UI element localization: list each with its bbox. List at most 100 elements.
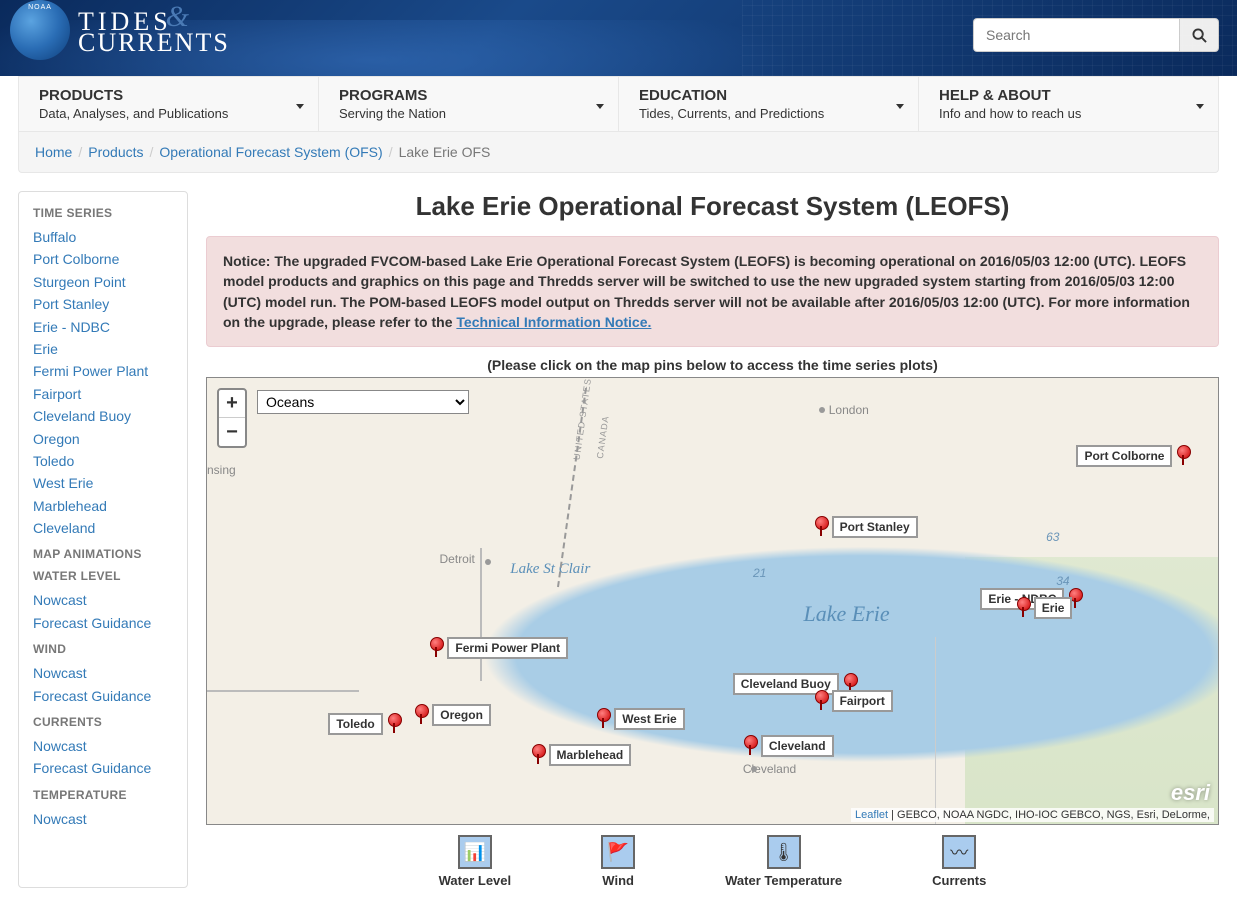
anim-icon: 🚩 <box>601 835 635 869</box>
anim-button-water-temperature[interactable]: 🌡 Water Temperature <box>725 835 842 888</box>
map-pin[interactable]: Oregon <box>414 704 491 726</box>
state-line <box>935 637 936 824</box>
sidebar-heading: TEMPERATURE <box>33 788 173 802</box>
site-logo[interactable]: TIDES& CURRENTS <box>10 0 230 60</box>
sidebar-link[interactable]: West Erie <box>33 472 173 494</box>
sidebar-link[interactable]: Forecast Guidance <box>33 612 173 634</box>
city-label: nsing <box>207 463 236 477</box>
map-widget[interactable]: UNITED STATES CANADA + − Oceans esri Lea… <box>206 377 1219 825</box>
sidebar-link[interactable]: Fermi Power Plant <box>33 360 173 382</box>
chevron-down-icon <box>1196 104 1204 109</box>
nav-item-programs[interactable]: PROGRAMS Serving the Nation <box>319 77 619 131</box>
sidebar-link[interactable]: Toledo <box>33 450 173 472</box>
site-header: TIDES& CURRENTS <box>0 0 1237 76</box>
anim-button-currents[interactable]: 〰Currents <box>932 835 986 888</box>
chevron-down-icon <box>896 104 904 109</box>
anim-icon: 📊 <box>458 835 492 869</box>
search-input[interactable] <box>973 18 1179 52</box>
city-label: Detroit <box>440 552 475 566</box>
sidebar-link[interactable]: Erie - NDBC <box>33 316 173 338</box>
breadcrumb-link[interactable]: Home <box>35 144 72 160</box>
noaa-logo-icon <box>10 0 70 60</box>
depth-label: 63 <box>1046 530 1059 544</box>
map-attribution: Leaflet | GEBCO, NOAA NGDC, IHO-IOC GEBC… <box>851 808 1214 822</box>
notice-text: Notice: The upgraded FVCOM-based Lake Er… <box>223 253 1190 330</box>
search-form <box>973 18 1219 52</box>
logo-text: TIDES& CURRENTS <box>78 0 230 56</box>
sidebar-link[interactable]: Cleveland Buoy <box>33 405 173 427</box>
pin-label: Cleveland <box>761 735 834 757</box>
leaflet-link[interactable]: Leaflet <box>855 809 888 821</box>
sidebar-link[interactable]: Nowcast <box>33 662 173 684</box>
map-road <box>207 690 359 692</box>
sidebar-link[interactable]: Forecast Guidance <box>33 757 173 779</box>
pin-marker-icon <box>743 735 757 757</box>
esri-logo: esri <box>1171 780 1210 806</box>
nav-item-products[interactable]: PRODUCTSData, Analyses, and Publications <box>19 77 319 131</box>
layer-select[interactable]: Oceans <box>257 390 469 414</box>
sidebar-link[interactable]: Buffalo <box>33 226 173 248</box>
zoom-out-button[interactable]: − <box>219 418 245 446</box>
sidebar-heading: TIME SERIES <box>33 206 173 220</box>
sidebar-link[interactable]: Erie <box>33 338 173 360</box>
notice-link[interactable]: Technical Information Notice. <box>456 314 651 330</box>
zoom-in-button[interactable]: + <box>219 390 245 418</box>
breadcrumb-link[interactable]: Operational Forecast System (OFS) <box>159 144 382 160</box>
search-button[interactable] <box>1179 18 1219 52</box>
sidebar-link[interactable]: Marblehead <box>33 495 173 517</box>
layer-select-wrap: Oceans <box>257 390 469 414</box>
anim-icon: 🌡 <box>767 835 801 869</box>
breadcrumb-sep: / <box>72 144 88 160</box>
search-icon <box>1192 28 1207 43</box>
sidebar-link[interactable]: Port Colborne <box>33 248 173 270</box>
sidebar-heading: CURRENTS <box>33 715 173 729</box>
pin-marker-icon <box>387 713 401 735</box>
sidebar-link[interactable]: Oregon <box>33 428 173 450</box>
logo-ampersand: & <box>166 0 189 33</box>
anim-button-water-level[interactable]: 📊Water Level <box>439 835 512 888</box>
depth-label: 34 <box>1056 574 1069 588</box>
sidebar-link[interactable]: Nowcast <box>33 589 173 611</box>
anim-label: Currents <box>932 873 986 888</box>
nav-title: PROGRAMS <box>339 87 598 104</box>
map-pin[interactable]: Fairport <box>814 690 893 712</box>
sidebar-link[interactable]: Cleveland <box>33 517 173 539</box>
map-pin[interactable]: Fermi Power Plant <box>429 637 568 659</box>
anim-button-wind[interactable]: 🚩Wind <box>601 835 635 888</box>
breadcrumb-link[interactable]: Products <box>88 144 143 160</box>
sidebar-link[interactable]: Port Stanley <box>33 293 173 315</box>
lake-label: Lake Erie <box>803 601 889 627</box>
map-pin[interactable]: Marblehead <box>531 744 632 766</box>
pin-label: Fermi Power Plant <box>447 637 568 659</box>
sidebar-link[interactable]: Fairport <box>33 383 173 405</box>
sidebar-link[interactable]: Nowcast <box>33 735 173 757</box>
main-nav: PRODUCTSData, Analyses, and Publications… <box>18 76 1219 132</box>
sidebar-link[interactable]: Nowcast <box>33 808 173 830</box>
nav-subtitle: Tides, Currents, and Predictions <box>639 106 898 121</box>
logo-line2: CURRENTS <box>78 30 230 56</box>
animation-buttons: 📊Water Level 🚩Wind 🌡 Water Temperature 〰Curr… <box>206 835 1219 888</box>
pin-label: Port Colborne <box>1076 445 1172 467</box>
pin-marker-icon <box>814 516 828 538</box>
depth-label: 21 <box>753 566 766 580</box>
map-pin[interactable]: West Erie <box>596 708 684 730</box>
pin-label: Erie <box>1034 597 1073 619</box>
chevron-down-icon <box>296 104 304 109</box>
pin-label: Port Stanley <box>832 516 918 538</box>
map-pin[interactable]: Toledo <box>328 713 400 735</box>
breadcrumb-sep: / <box>144 144 160 160</box>
sidebar-heading: MAP ANIMATIONS <box>33 547 173 561</box>
map-pin[interactable]: Port Colborne <box>1076 445 1190 467</box>
nav-item-education[interactable]: EDUCATIONTides, Currents, and Prediction… <box>619 77 919 131</box>
pin-marker-icon <box>1176 445 1190 467</box>
map-pin[interactable]: Cleveland <box>743 735 834 757</box>
anim-label: Water Temperature <box>725 873 842 888</box>
pin-label: West Erie <box>614 708 684 730</box>
sidebar-link[interactable]: Forecast Guidance <box>33 685 173 707</box>
nav-item-help-about[interactable]: HELP & ABOUTInfo and how to reach us <box>919 77 1218 131</box>
map-pin[interactable]: Port Stanley <box>814 516 918 538</box>
main-content: Lake Erie Operational Forecast System (L… <box>206 191 1219 888</box>
map-pin[interactable]: Erie <box>1016 597 1073 619</box>
nav-subtitle: Serving the Nation <box>339 106 598 121</box>
sidebar-link[interactable]: Sturgeon Point <box>33 271 173 293</box>
